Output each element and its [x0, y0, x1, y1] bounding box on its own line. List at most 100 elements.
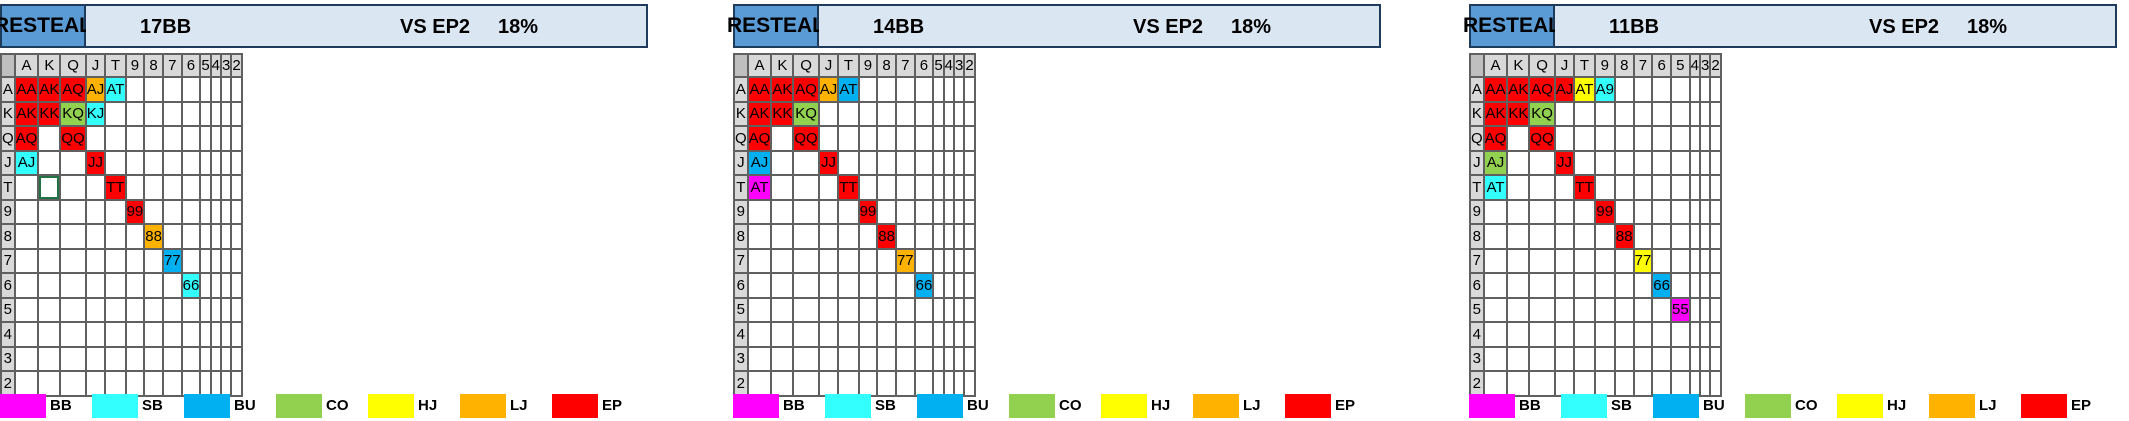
hand-cell[interactable]: [837, 125, 860, 152]
hand-cell[interactable]: [1573, 125, 1596, 152]
hand-cell[interactable]: [59, 247, 87, 274]
hand-cell[interactable]: TT: [1573, 174, 1596, 201]
hand-cell[interactable]: [746, 296, 773, 323]
hand-cell[interactable]: [219, 76, 233, 103]
hand-cell[interactable]: [932, 223, 945, 250]
hand-cell[interactable]: [952, 149, 966, 176]
hand-cell[interactable]: [952, 370, 966, 397]
hand-cell[interactable]: [161, 370, 183, 397]
hand-cell[interactable]: [857, 76, 879, 103]
hand-cell[interactable]: [1593, 223, 1616, 250]
hand-cell[interactable]: [876, 198, 897, 225]
hand-cell[interactable]: [1593, 125, 1616, 152]
hand-cell[interactable]: [942, 247, 956, 274]
hand-cell[interactable]: [963, 296, 976, 323]
hand-cell[interactable]: [1613, 321, 1635, 348]
hand-cell[interactable]: 88: [1613, 223, 1635, 250]
hand-cell[interactable]: [161, 296, 183, 323]
hand-cell[interactable]: [1709, 345, 1722, 372]
hand-cell[interactable]: [1613, 174, 1635, 201]
hand-cell[interactable]: [932, 76, 945, 103]
hand-cell[interactable]: [1553, 321, 1576, 348]
hand-cell[interactable]: [1698, 76, 1712, 103]
hand-cell[interactable]: [857, 125, 879, 152]
hand-cell[interactable]: [857, 174, 879, 201]
hand-cell[interactable]: [837, 296, 860, 323]
hand-cell[interactable]: [209, 76, 223, 103]
hand-cell[interactable]: [857, 370, 879, 397]
hand-cell[interactable]: AK: [13, 100, 40, 127]
hand-cell[interactable]: [1528, 370, 1556, 397]
hand-cell[interactable]: AQ: [1528, 76, 1556, 103]
hand-cell[interactable]: [199, 272, 212, 299]
hand-cell[interactable]: [1528, 198, 1556, 225]
hand-cell[interactable]: [1593, 174, 1616, 201]
hand-cell[interactable]: [932, 198, 945, 225]
hand-cell[interactable]: [894, 174, 916, 201]
hand-cell[interactable]: [37, 296, 62, 323]
hand-cell[interactable]: [876, 174, 897, 201]
hand-cell[interactable]: [13, 174, 40, 201]
hand-cell[interactable]: [180, 247, 202, 274]
hand-cell[interactable]: [1651, 223, 1672, 250]
hand-cell[interactable]: [230, 272, 243, 299]
hand-cell[interactable]: [1613, 125, 1635, 152]
hand-cell[interactable]: [143, 76, 164, 103]
hand-cell[interactable]: [230, 296, 243, 323]
hand-cell[interactable]: [1670, 247, 1691, 274]
hand-cell[interactable]: [1573, 100, 1596, 127]
hand-cell[interactable]: [894, 76, 916, 103]
hand-cell[interactable]: [1573, 272, 1596, 299]
hand-cell[interactable]: [104, 100, 127, 127]
hand-cell[interactable]: [817, 321, 840, 348]
hand-cell[interactable]: [952, 272, 966, 299]
hand-cell[interactable]: [1632, 370, 1654, 397]
hand-cell[interactable]: [199, 100, 212, 127]
hand-cell[interactable]: [143, 370, 164, 397]
hand-cell[interactable]: [1698, 272, 1712, 299]
hand-cell[interactable]: [1709, 370, 1722, 397]
hand-cell[interactable]: [1688, 321, 1702, 348]
hand-cell[interactable]: [1698, 345, 1712, 372]
hand-cell[interactable]: AQ: [746, 125, 773, 152]
hand-cell[interactable]: [104, 223, 127, 250]
hand-cell[interactable]: [1709, 223, 1722, 250]
hand-cell[interactable]: [84, 223, 107, 250]
hand-cell[interactable]: [143, 296, 164, 323]
hand-cell[interactable]: [219, 100, 233, 127]
hand-cell[interactable]: [84, 272, 107, 299]
hand-cell[interactable]: [1709, 174, 1722, 201]
hand-cell[interactable]: [104, 296, 127, 323]
hand-cell[interactable]: 77: [894, 247, 916, 274]
hand-cell[interactable]: AQ: [59, 76, 87, 103]
hand-cell[interactable]: [230, 223, 243, 250]
hand-cell[interactable]: [746, 247, 773, 274]
hand-cell[interactable]: [876, 370, 897, 397]
hand-cell[interactable]: [932, 321, 945, 348]
hand-cell[interactable]: [1698, 223, 1712, 250]
hand-cell[interactable]: [161, 125, 183, 152]
hand-cell[interactable]: [952, 125, 966, 152]
hand-cell[interactable]: [913, 370, 935, 397]
hand-cell[interactable]: [1670, 100, 1691, 127]
hand-cell[interactable]: [857, 149, 879, 176]
hand-cell[interactable]: [219, 345, 233, 372]
hand-cell[interactable]: [230, 198, 243, 225]
hand-cell[interactable]: AT: [1573, 76, 1596, 103]
hand-cell[interactable]: [942, 174, 956, 201]
hand-cell[interactable]: [161, 223, 183, 250]
hand-cell[interactable]: [770, 174, 795, 201]
hand-cell[interactable]: [1670, 149, 1691, 176]
hand-cell[interactable]: [1698, 321, 1712, 348]
hand-cell[interactable]: [180, 149, 202, 176]
hand-cell[interactable]: [161, 345, 183, 372]
hand-cell[interactable]: [1651, 370, 1672, 397]
hand-cell[interactable]: [59, 174, 87, 201]
hand-cell[interactable]: [59, 296, 87, 323]
hand-cell[interactable]: [209, 198, 223, 225]
hand-cell[interactable]: [1709, 76, 1722, 103]
hand-cell[interactable]: [1651, 345, 1672, 372]
hand-cell[interactable]: [143, 247, 164, 274]
hand-cell[interactable]: [963, 247, 976, 274]
hand-cell[interactable]: [1632, 125, 1654, 152]
